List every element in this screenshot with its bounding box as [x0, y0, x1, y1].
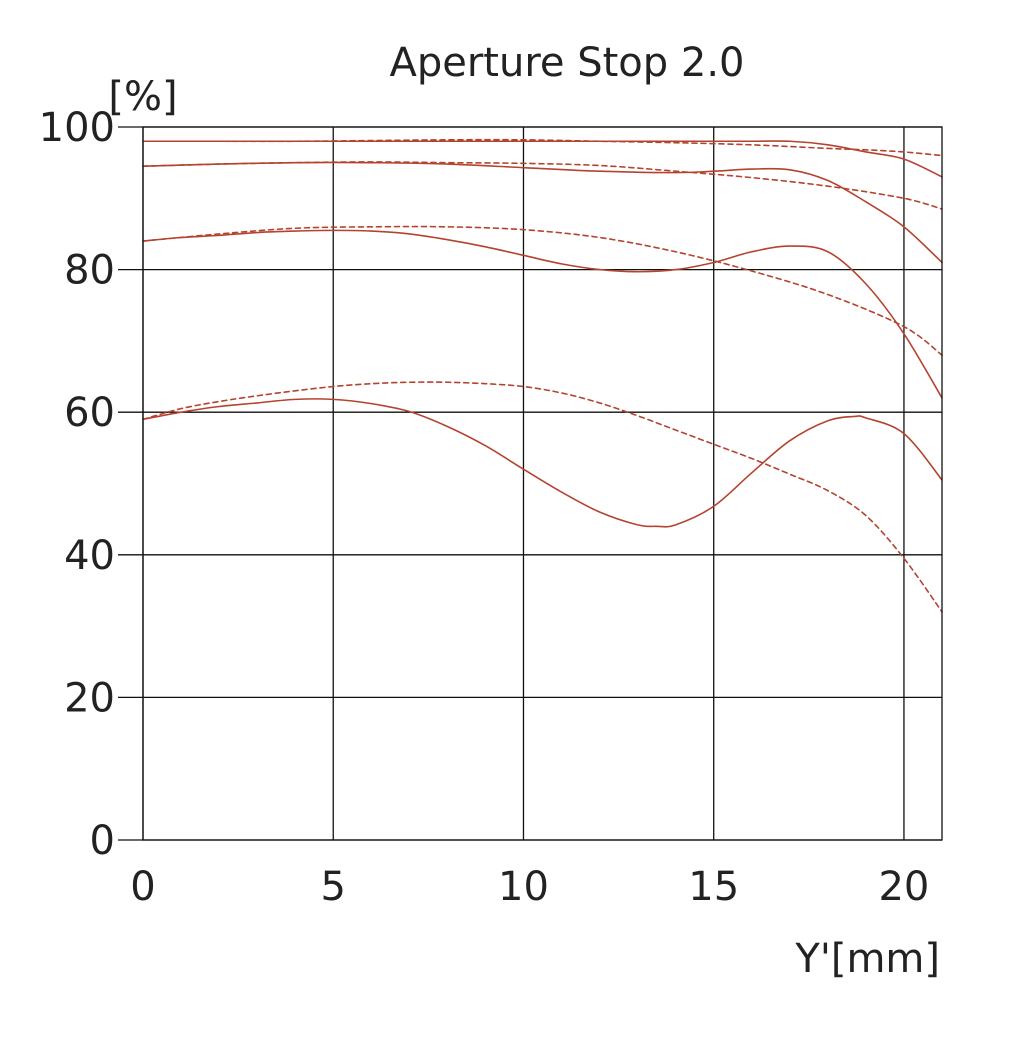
y-tick-label: 20: [64, 675, 115, 721]
solid-series-line-2: [142, 161, 943, 264]
solid-series-line-4: [142, 229, 943, 399]
plot-frame: [142, 126, 943, 841]
x-tick-label: 15: [688, 864, 739, 910]
x-tick-label: 20: [878, 864, 929, 910]
y-tick-label: 0: [90, 818, 115, 864]
y-tick-label: 40: [64, 533, 115, 579]
y-axis-unit-label: [%]: [108, 74, 177, 120]
chart-title: Aperture Stop 2.0: [390, 40, 745, 86]
x-tick-labels: 0 5 10 15 20: [130, 864, 929, 910]
x-tick-label: 10: [498, 864, 549, 910]
y-tick-label: 60: [64, 390, 115, 436]
x-tick-label: 0: [130, 864, 155, 910]
dashed-series-line-5: [142, 225, 943, 356]
y-tick-labels: 0 20 40 60 80 100: [39, 105, 115, 864]
dashed-series-line-1: [142, 138, 943, 157]
dashed-series-line-7: [142, 381, 943, 613]
y-tick-label: 80: [64, 248, 115, 294]
solid-series-line-0: [142, 140, 943, 178]
y-tick-label: 100: [39, 105, 115, 151]
solid-series-line-6: [142, 398, 943, 528]
x-tick-label: 5: [321, 864, 346, 910]
dashed-series-line-3: [142, 161, 943, 210]
x-axis-label: Y'[mm]: [794, 936, 940, 982]
series-group: [142, 138, 943, 613]
